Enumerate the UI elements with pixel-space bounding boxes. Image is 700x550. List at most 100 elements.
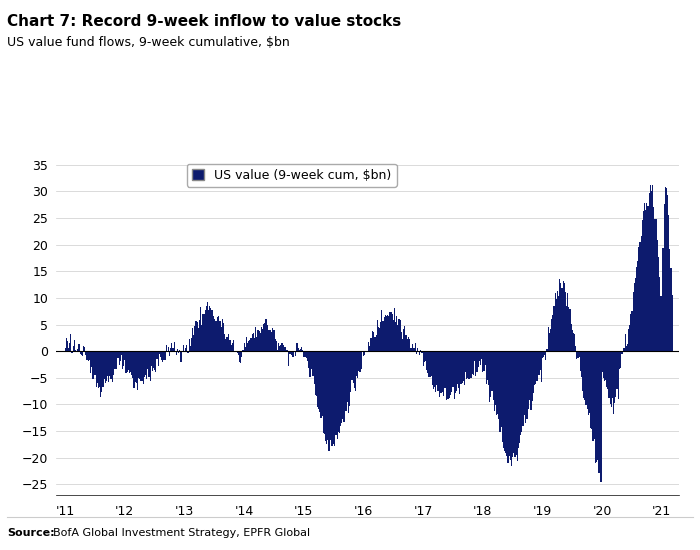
Bar	[515, 351, 517, 455]
Bar	[346, 351, 348, 402]
Bar	[351, 351, 353, 381]
Bar	[395, 322, 396, 351]
Bar	[601, 351, 603, 372]
Bar	[91, 351, 92, 366]
Bar	[668, 216, 669, 351]
Bar	[461, 351, 463, 383]
Text: Source:: Source:	[7, 528, 55, 538]
Bar	[330, 351, 331, 440]
Bar	[542, 351, 543, 358]
Bar	[463, 351, 464, 381]
Bar	[274, 339, 276, 351]
Bar	[186, 345, 188, 351]
Bar	[404, 326, 405, 351]
Bar	[167, 351, 168, 352]
Bar	[70, 334, 71, 351]
Bar	[292, 351, 293, 358]
Bar	[447, 351, 448, 399]
Bar	[533, 351, 534, 393]
Bar	[484, 351, 486, 365]
Bar	[636, 267, 637, 351]
Bar	[563, 281, 564, 351]
Bar	[648, 206, 649, 351]
Bar	[475, 351, 477, 376]
Bar	[505, 351, 506, 453]
Bar	[220, 327, 222, 351]
Bar	[181, 351, 183, 352]
Bar	[628, 329, 629, 351]
Bar	[433, 351, 434, 389]
Bar	[140, 351, 141, 381]
Bar	[284, 347, 285, 351]
Bar	[66, 338, 67, 351]
Bar	[309, 351, 310, 377]
Bar	[638, 246, 639, 351]
Bar	[153, 351, 154, 369]
Bar	[643, 211, 644, 351]
Bar	[134, 351, 136, 382]
Bar	[378, 327, 379, 351]
Bar	[164, 351, 166, 360]
Bar	[192, 328, 193, 351]
Bar	[331, 351, 332, 447]
Bar	[510, 351, 511, 460]
Bar	[73, 346, 74, 351]
Bar	[578, 351, 579, 358]
Bar	[324, 351, 325, 434]
Bar	[261, 327, 262, 351]
Bar	[217, 317, 218, 351]
Bar	[369, 345, 370, 351]
Bar	[169, 351, 170, 356]
Bar	[531, 351, 533, 401]
Bar	[581, 351, 582, 377]
Bar	[200, 307, 201, 351]
Bar	[177, 349, 178, 351]
Bar	[249, 340, 251, 351]
Bar	[248, 340, 249, 351]
Bar	[96, 351, 97, 387]
Bar	[160, 351, 161, 357]
Bar	[348, 351, 349, 413]
Bar	[253, 333, 254, 351]
Bar	[664, 205, 665, 351]
Bar	[256, 337, 258, 351]
Bar	[474, 351, 475, 361]
Bar	[106, 351, 107, 381]
Bar	[389, 312, 391, 351]
Bar	[518, 351, 519, 448]
Legend: US value (9-week cum, $bn): US value (9-week cum, $bn)	[187, 164, 397, 186]
Bar	[162, 351, 163, 362]
Bar	[108, 351, 109, 382]
Bar	[450, 351, 452, 395]
Bar	[629, 325, 630, 351]
Bar	[400, 320, 401, 351]
Bar	[225, 339, 226, 351]
Bar	[559, 279, 560, 351]
Bar	[286, 350, 287, 351]
Bar	[387, 315, 388, 351]
Bar	[427, 351, 428, 373]
Bar	[129, 351, 130, 373]
Bar	[107, 351, 108, 376]
Bar	[137, 351, 138, 390]
Bar	[281, 343, 283, 351]
Bar	[138, 351, 139, 377]
Bar	[482, 351, 484, 372]
Bar	[260, 333, 261, 351]
Bar	[288, 351, 290, 366]
Bar	[525, 351, 526, 422]
Bar	[80, 351, 82, 355]
Bar	[245, 347, 246, 351]
Bar	[145, 351, 146, 375]
Bar	[596, 351, 597, 463]
Bar	[428, 351, 430, 377]
Bar	[298, 348, 299, 351]
Bar	[131, 351, 132, 375]
Bar	[120, 351, 121, 361]
Bar	[544, 351, 545, 355]
Bar	[373, 332, 374, 351]
Text: Chart 7: Record 9-week inflow to value stocks: Chart 7: Record 9-week inflow to value s…	[7, 14, 401, 29]
Bar	[449, 351, 450, 398]
Bar	[246, 338, 247, 351]
Bar	[206, 306, 207, 351]
